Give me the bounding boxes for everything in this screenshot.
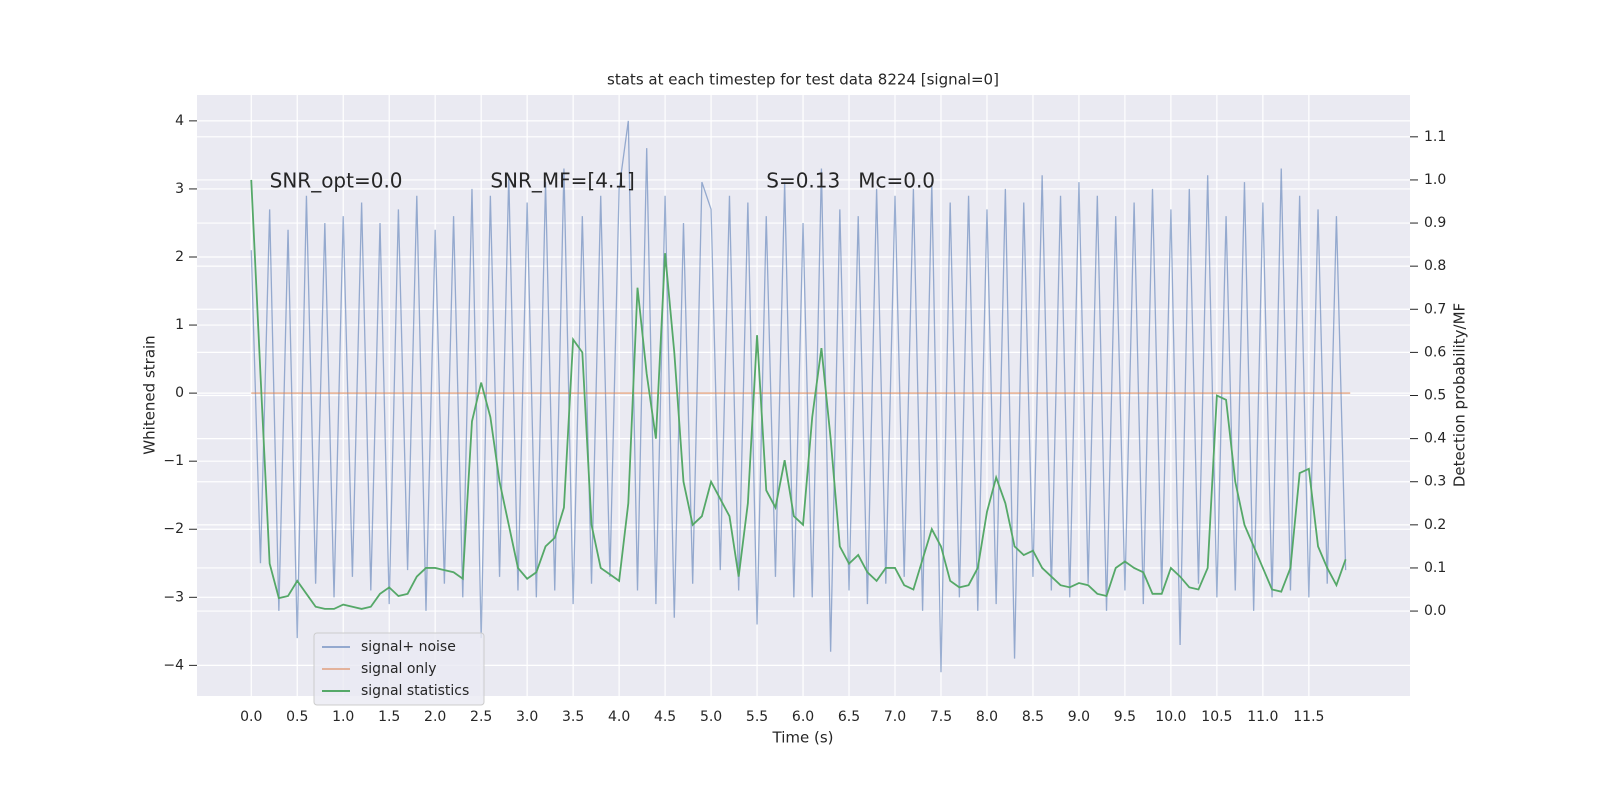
annotation: Mc=0.0 (858, 169, 935, 193)
x-tick-label: 9.5 (1114, 709, 1136, 725)
x-tick-label: 0.0 (240, 709, 262, 725)
x-tick-label: 2.5 (470, 709, 492, 725)
y2-tick-label: 0.4 (1424, 431, 1446, 447)
x-tick-label: 8.5 (1022, 709, 1044, 725)
x-tick-label: 7.5 (930, 709, 952, 725)
y2-tick-label: 0.0 (1424, 603, 1446, 619)
y2-tick-label: 0.1 (1424, 560, 1446, 576)
y-tick-label: 3 (175, 181, 184, 197)
x-tick-label: 10.5 (1201, 709, 1232, 725)
y-tick-label: −3 (163, 589, 184, 605)
x-tick-label: 4.5 (654, 709, 676, 725)
legend: signal+ noise signal only signal statistic… (313, 632, 485, 706)
x-axis-label: Time (s) (772, 729, 834, 747)
y2-tick-label: 0.5 (1424, 388, 1446, 404)
annotation: SNR_opt=0.0 (270, 169, 403, 193)
legend-label: signal statistics (361, 683, 469, 699)
x-tick-label: 4.0 (608, 709, 630, 725)
x-tick-label: 0.5 (286, 709, 308, 725)
x-tick-label: 5.0 (700, 709, 722, 725)
x-tick-label: 8.0 (976, 709, 998, 725)
x-tick-label: 1.0 (332, 709, 354, 725)
y2-tick-label: 0.7 (1424, 301, 1446, 317)
series-line (250, 120, 1347, 673)
legend-box (313, 632, 485, 706)
x-tick-label: 5.5 (746, 709, 768, 725)
y2-tick-label: 1.1 (1424, 129, 1446, 145)
y-axis-label: Whitened strain (141, 335, 159, 454)
y-tick-label: 0 (175, 385, 184, 401)
x-tick-label: 3.5 (562, 709, 584, 725)
y-tick-label: 1 (175, 317, 184, 333)
x-tick-label: 11.5 (1293, 709, 1324, 725)
y2-tick-label: 1.0 (1424, 172, 1446, 188)
legend-label: signal+ noise (361, 639, 456, 655)
x-tick-label: 6.5 (838, 709, 860, 725)
x-tick-label: 6.0 (792, 709, 814, 725)
y-tick-label: 2 (175, 249, 184, 265)
x-tick-label: 9.0 (1068, 709, 1090, 725)
x-tick-label: 3.0 (516, 709, 538, 725)
x-tick-label: 11.0 (1247, 709, 1278, 725)
x-tick-label: 7.0 (884, 709, 906, 725)
y2-tick-label: 0.9 (1424, 215, 1446, 231)
chart-title: stats at each timestep for test data 822… (607, 71, 999, 89)
legend-label: signal only (361, 661, 436, 677)
y2-tick-label: 0.8 (1424, 258, 1446, 274)
y2-tick-label: 0.2 (1424, 517, 1446, 533)
y2-axis-label: Detection probability/MF (1451, 303, 1469, 487)
series-line (250, 179, 1347, 610)
annotation: SNR_MF=[4.1] (490, 169, 634, 193)
y2-tick-label: 0.6 (1424, 344, 1446, 360)
x-tick-label: 1.5 (378, 709, 400, 725)
y2-tick-label: 0.3 (1424, 474, 1446, 490)
y-tick-label: 4 (175, 113, 184, 129)
x-tick-label: 10.0 (1155, 709, 1186, 725)
annotation: S=0.13 (766, 169, 840, 193)
x-tick-label: 2.0 (424, 709, 446, 725)
y-tick-label: −2 (163, 521, 184, 537)
y-tick-label: −1 (163, 453, 184, 469)
y-tick-label: −4 (163, 657, 184, 673)
